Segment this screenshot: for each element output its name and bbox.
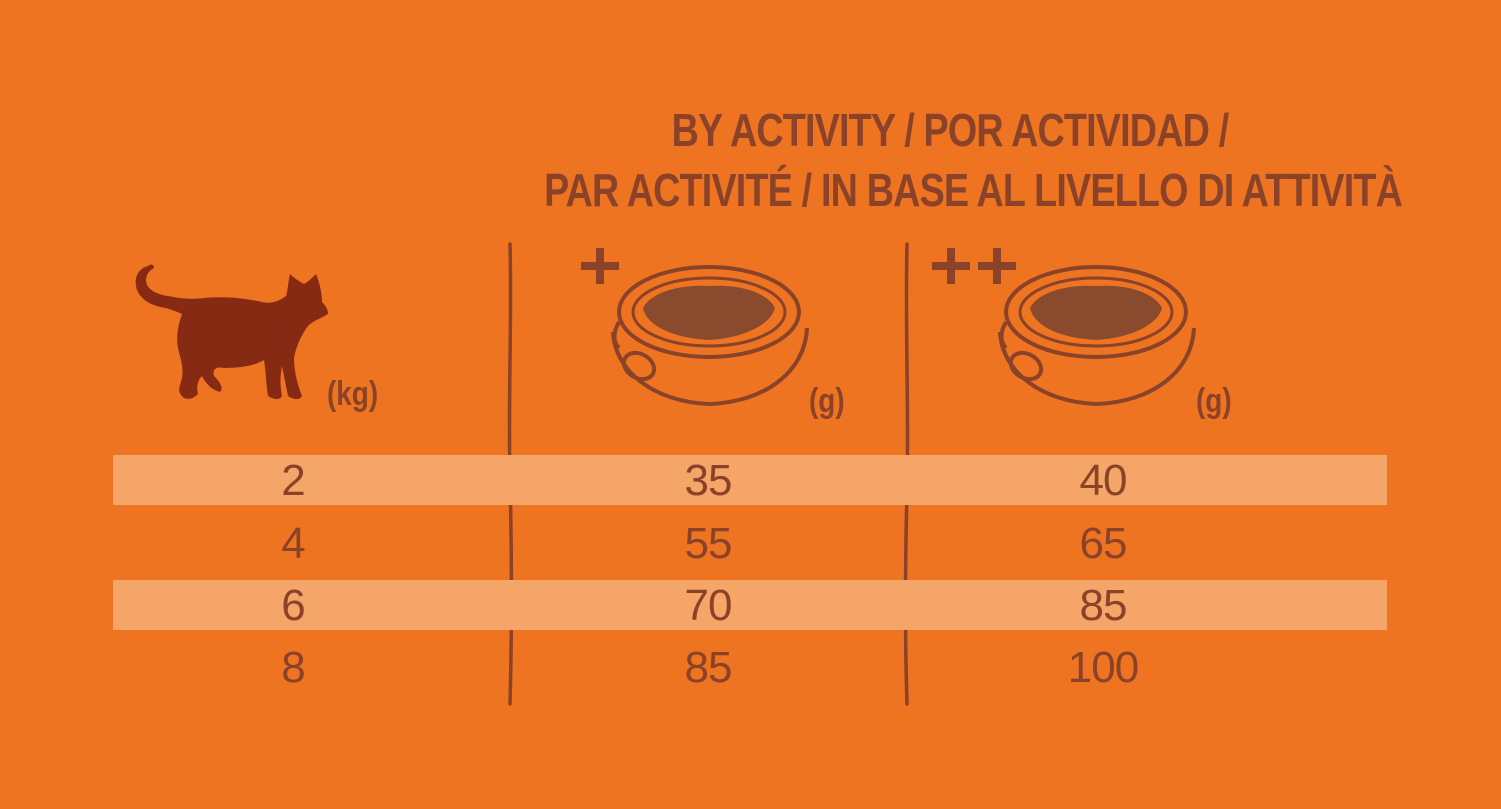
weight-cell: 2: [281, 456, 305, 505]
weight-cell: 4: [281, 519, 305, 568]
high-cell: 85: [1079, 581, 1128, 630]
title-line-1: BY ACTIVITY / POR ACTIVIDAD /: [671, 104, 1230, 156]
row-band: [113, 580, 1387, 630]
weight-cell: 8: [281, 643, 305, 692]
high-cell: 100: [1067, 643, 1139, 692]
moderate-cell: 85: [684, 643, 733, 692]
moderate-unit-label: (g): [809, 382, 845, 420]
table-row: 4 55 65: [113, 513, 1387, 575]
food-bowl-icon: [611, 265, 809, 407]
weight-cell: 6: [281, 581, 305, 630]
level-double-plus-label: [930, 248, 1020, 284]
moderate-cell: 70: [684, 581, 733, 630]
moderate-cell: 55: [684, 519, 733, 568]
cat-icon: [135, 264, 328, 399]
table-row: 8 85 100: [113, 637, 1387, 699]
double-plus-icon: [932, 248, 1016, 284]
food-bowl-icon: [998, 265, 1196, 407]
high-unit-label: (g): [1196, 382, 1232, 420]
weight-unit-label: (kg): [327, 375, 379, 413]
feeding-guide-title: BY ACTIVITY / POR ACTIVIDAD / PAR ACTIVI…: [544, 100, 1403, 220]
table-row: 2 35 40: [113, 450, 1387, 512]
table-row: 6 70 85: [113, 575, 1387, 637]
row-band: [113, 455, 1387, 505]
high-cell: 65: [1079, 519, 1128, 568]
high-cell: 40: [1079, 456, 1128, 505]
plus-icon: [581, 248, 619, 284]
title-line-2: PAR ACTIVITÉ / IN BASE AL LIVELLO DI ATT…: [544, 164, 1403, 216]
moderate-cell: 35: [684, 456, 733, 505]
level-plus-label: [578, 248, 622, 284]
